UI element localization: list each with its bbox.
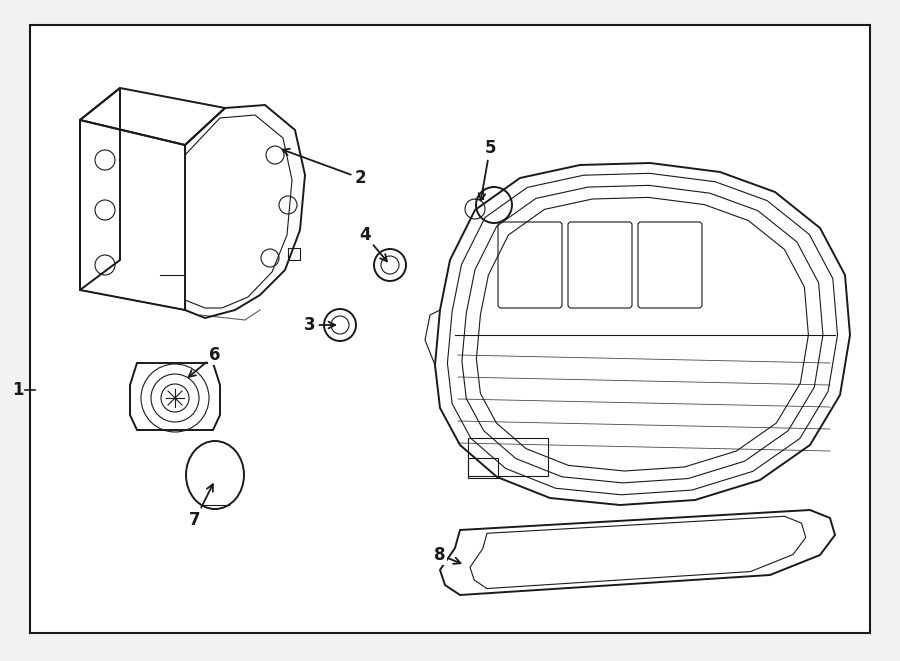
Text: 4: 4: [359, 226, 387, 261]
Bar: [468, 438, 548, 476]
Bar: [468, 458, 498, 478]
Text: 1: 1: [13, 381, 23, 399]
Text: 8: 8: [434, 546, 461, 564]
Text: 5: 5: [479, 139, 496, 200]
Text: 6: 6: [189, 346, 220, 377]
Text: 7: 7: [189, 485, 213, 529]
Text: 2: 2: [283, 149, 365, 187]
Text: 3: 3: [304, 316, 335, 334]
